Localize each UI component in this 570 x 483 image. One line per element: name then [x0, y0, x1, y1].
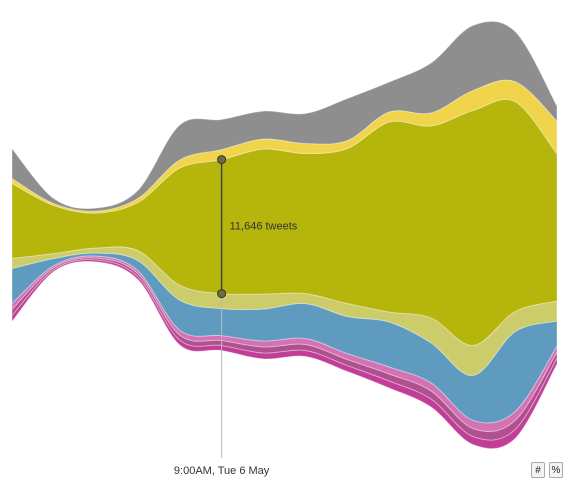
count-button[interactable]: #: [531, 462, 545, 478]
hover-dot: [217, 155, 227, 165]
value-label: 11,646 tweets: [230, 221, 298, 233]
stream-layer: [11, 79, 558, 214]
percent-button[interactable]: %: [549, 462, 563, 478]
x-label: 9:00AM, Tue 6 May: [174, 465, 270, 477]
stream-layer: [11, 98, 558, 346]
hover-dot: [217, 289, 227, 299]
stream-layer: [11, 20, 558, 212]
